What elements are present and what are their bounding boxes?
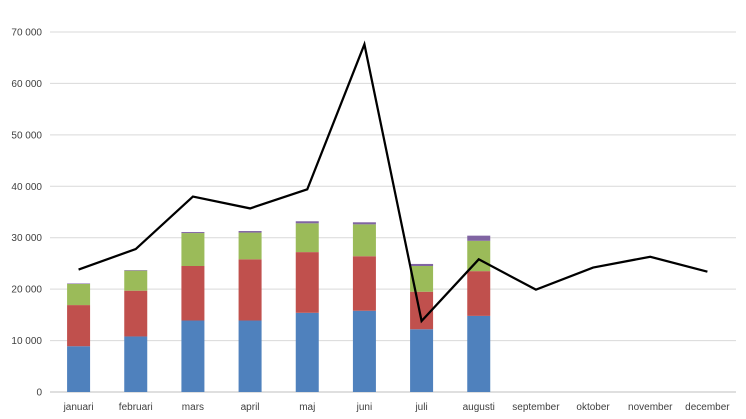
bar-segment-1 — [295, 312, 319, 392]
bar-segment-3 — [181, 233, 205, 266]
bar-segment-4 — [238, 231, 262, 233]
bar-segment-2 — [67, 305, 91, 347]
x-tick-label: december — [685, 402, 730, 413]
bar-segment-1 — [124, 336, 148, 392]
x-tick-label: januari — [63, 402, 94, 413]
x-tick-label: april — [241, 402, 260, 413]
bar-segment-1 — [352, 310, 376, 392]
x-tick-label: oktober — [576, 402, 610, 413]
bar-segment-1 — [467, 315, 491, 392]
x-tick-label: augusti — [463, 402, 495, 413]
bars — [67, 221, 491, 392]
x-tick-label: mars — [182, 402, 204, 413]
bar-segment-1 — [181, 320, 205, 392]
x-tick-label: september — [512, 402, 560, 413]
bar-segment-4 — [181, 232, 205, 234]
line-series — [78, 40, 708, 324]
x-axis-labels: januari februari mars april maj juni juli augus… — [63, 402, 731, 413]
bar-segment-3 — [238, 232, 262, 260]
x-tick-label: juli — [414, 402, 427, 413]
y-tick-label: 0 — [36, 388, 42, 399]
bar-segment-2 — [467, 271, 491, 316]
y-tick-label: 20 000 — [11, 285, 42, 296]
bar-segment-1 — [238, 320, 262, 392]
y-tick-label: 60 000 — [11, 79, 42, 90]
bar-segment-2 — [295, 252, 319, 313]
bar-segment-4 — [67, 283, 91, 284]
bar-segment-2 — [181, 266, 205, 321]
bar-segment-1 — [67, 346, 91, 392]
bar-segment-4 — [352, 222, 376, 225]
bar-segment-3 — [124, 270, 148, 291]
bar-segment-4 — [410, 263, 434, 266]
y-tick-label: 30 000 — [11, 233, 42, 244]
bar-segment-1 — [410, 329, 434, 392]
x-tick-label: november — [628, 402, 673, 413]
bar-segment-4 — [124, 270, 148, 271]
x-tick-label: juni — [356, 402, 373, 413]
y-tick-label: 10 000 — [11, 336, 42, 347]
bar-segment-3 — [67, 284, 91, 306]
x-tick-label: februari — [119, 402, 153, 413]
grid-lines — [50, 31, 736, 393]
bar-segment-2 — [124, 290, 148, 337]
bar-segment-2 — [410, 291, 434, 330]
y-tick-label: 70 000 — [11, 28, 42, 39]
line-path — [78, 40, 708, 324]
x-tick-label: maj — [299, 402, 315, 413]
bar-segment-3 — [410, 266, 434, 292]
y-tick-label: 40 000 — [11, 182, 42, 193]
y-tick-label: 50 000 — [11, 130, 42, 141]
bar-segment-4 — [295, 221, 319, 224]
y-axis-ticks: 0 10 000 20 000 30 000 40 000 50 000 60 000 70 … — [11, 28, 42, 399]
bar-segment-2 — [238, 259, 262, 321]
bar-segment-3 — [352, 224, 376, 257]
bar-segment-3 — [295, 223, 319, 253]
bar-segment-4 — [467, 235, 491, 241]
bar-segment-2 — [352, 256, 376, 311]
